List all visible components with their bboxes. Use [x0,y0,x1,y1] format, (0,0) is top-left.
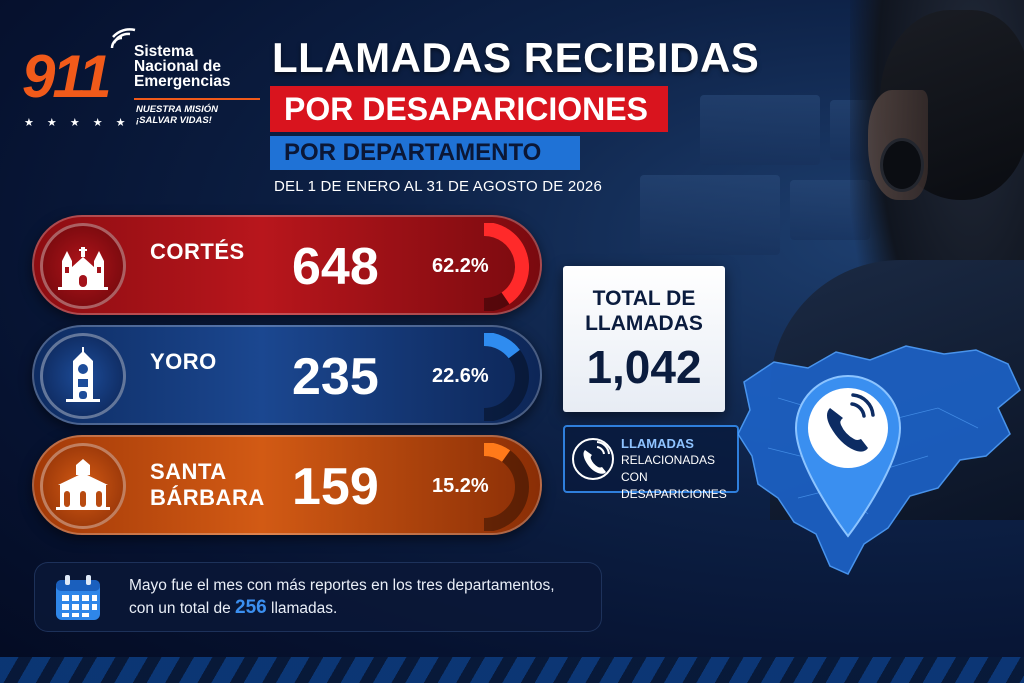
page-title: LLAMADAS RECIBIDAS [272,34,760,81]
brand-logo: 911 Sistema Nacional de Emergencias NUES… [22,28,260,138]
total-calls-box: TOTAL DE LLAMADAS 1,042 [563,266,725,412]
department-name: SANTA BÁRBARA [150,459,265,510]
note-suffix: llamadas. [266,600,338,617]
note-text: Mayo fue el mes con más reportes en los … [129,577,555,618]
logo-divider [134,98,260,100]
clock-tower-icon [40,333,126,419]
phone-icon [572,438,614,480]
percent-gauge [483,443,529,531]
cathedral-icon [40,223,126,309]
subtitle-red: POR DESAPARICIONES [270,86,668,132]
highlight-note: Mayo fue el mes con más reportes en los … [34,562,602,632]
date-range: DEL 1 DE ENERO AL 31 DE AGOSTO DE 2026 [274,178,603,195]
department-card-cortes: CORTÉS 648 62.2% [32,215,542,315]
department-value: 159 [292,458,379,516]
department-name: YORO [150,349,217,374]
calls-related-text: LLAMADAS RELACIONADAS CON DESAPARICIONES [621,436,727,501]
logo-number: 911 [22,43,112,110]
department-percent: 15.2% [432,475,489,497]
total-value: 1,042 [586,341,702,393]
department-value: 235 [292,348,379,406]
signal-waves-icon [110,28,136,49]
department-card-santa-barbara: SANTA BÁRBARA 159 15.2% [32,435,542,535]
logo-stars: ★ ★ ★ ★ ★ [24,117,131,129]
background-monitor [700,95,820,165]
background-monitor [640,175,780,255]
logo-motto: NUESTRA MISIÓN ¡SALVAR VIDAS! [136,104,218,126]
calls-related-box: LLAMADAS RELACIONADAS CON DESAPARICIONES [563,425,739,501]
headset-icon [880,138,924,192]
department-percent: 22.6% [432,365,489,387]
church-icon [40,443,126,529]
note-prefix: con un total de [129,600,235,617]
location-pin-icon [794,374,902,538]
percent-gauge [483,333,529,421]
department-name: CORTÉS [150,239,245,264]
subtitle-blue: POR DEPARTAMENTO [270,136,580,170]
department-card-yoro: YORO 235 22.6% [32,325,542,425]
logo-name: Sistema Nacional de Emergencias [134,43,231,90]
department-value: 648 [292,238,379,296]
percent-gauge [483,223,529,311]
bottom-stripe-band [0,657,1024,683]
department-percent: 62.2% [432,255,489,277]
calendar-icon [56,575,100,620]
total-label: TOTAL DE LLAMADAS [585,287,703,335]
note-highlight-number: 256 [235,597,267,618]
